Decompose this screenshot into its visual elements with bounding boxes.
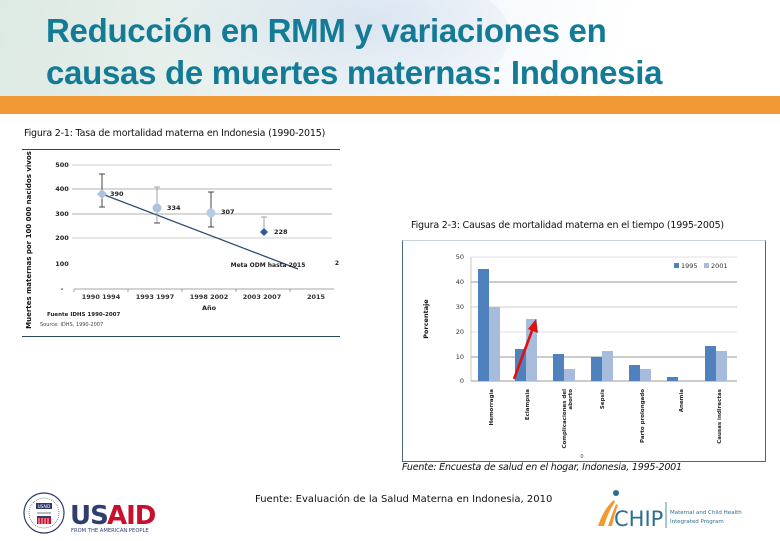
y-tick-labels: 50 40 30 20 10 0 bbox=[456, 253, 464, 385]
svg-text:Anemia: Anemia bbox=[679, 389, 685, 413]
svg-text:500: 500 bbox=[55, 161, 69, 169]
footer-source: Fuente: Evaluación de la Salud Materna e… bbox=[255, 494, 553, 505]
svg-text:aborto: aborto bbox=[568, 389, 574, 410]
svg-text:0: 0 bbox=[580, 454, 583, 460]
svg-text:Integrated Program: Integrated Program bbox=[670, 519, 724, 525]
svg-text:307: 307 bbox=[221, 208, 235, 216]
svg-text:400: 400 bbox=[55, 185, 69, 193]
svg-text:AID: AID bbox=[107, 501, 156, 531]
svg-text:1998 2002: 1998 2002 bbox=[190, 293, 228, 301]
mchip-figure-icon: CHIP Maternal and Child Health Integrate… bbox=[598, 490, 742, 531]
svg-text:2003 2007: 2003 2007 bbox=[243, 293, 281, 301]
title-line-1: Reducción en RMM y variaciones en bbox=[46, 12, 607, 49]
source-note: Fuente IDHS 1990-2007 bbox=[47, 312, 120, 318]
svg-text:228: 228 bbox=[274, 228, 288, 236]
bars-2001 bbox=[489, 307, 727, 381]
svg-text:10: 10 bbox=[456, 353, 464, 361]
y-axis-title: Muertes maternas por 100 000 nacidos viv… bbox=[25, 151, 33, 329]
svg-text:20: 20 bbox=[456, 328, 464, 336]
svg-text:50: 50 bbox=[456, 253, 464, 261]
slide-title: Reducción en RMM y variaciones en causas… bbox=[46, 10, 766, 94]
mchip-logo: CHIP Maternal and Child Health Integrate… bbox=[594, 488, 764, 534]
svg-text:30: 30 bbox=[456, 303, 464, 311]
svg-text:2001: 2001 bbox=[711, 262, 728, 270]
figure1-caption: Figura 2-1: Tasa de mortalidad materna e… bbox=[24, 128, 326, 139]
svg-text:Sepsis: Sepsis bbox=[600, 388, 606, 409]
point-labels: 390 334 307 228 bbox=[110, 190, 288, 236]
title-line-2: causas de muertes maternas: Indonesia bbox=[46, 54, 663, 91]
svg-text:100: 100 bbox=[55, 260, 69, 268]
svg-text:Maternal and Child Health: Maternal and Child Health bbox=[670, 510, 742, 516]
svg-text:USAID: USAID bbox=[38, 504, 51, 509]
category-labels: Hemorragia Eclampsia Complicaciones del … bbox=[489, 388, 723, 448]
mmr-chart-svg: Muertes maternas por 100 000 nacidos viv… bbox=[25, 151, 339, 329]
svg-text:40: 40 bbox=[456, 278, 464, 286]
figure2-caption: Figura 2-3: Causas de mortalidad materna… bbox=[411, 220, 724, 231]
y-axis-title: Porcentaje bbox=[422, 299, 430, 339]
accent-bar bbox=[0, 96, 780, 114]
svg-text:-: - bbox=[61, 285, 64, 293]
svg-text:1995: 1995 bbox=[681, 262, 698, 270]
source-note-en: Source: IDHS, 1990-2007 bbox=[40, 322, 103, 328]
x-tick-labels: 1990 1994 1993 1997 1998 2002 2003 2007 … bbox=[82, 293, 326, 301]
svg-text:1990 1994: 1990 1994 bbox=[82, 293, 121, 301]
svg-text:2: 2 bbox=[335, 260, 339, 267]
svg-text:Complicaciones del: Complicaciones del bbox=[562, 389, 568, 449]
bars-1995 bbox=[478, 269, 716, 381]
x-axis-title: Año bbox=[202, 304, 217, 312]
svg-text:US: US bbox=[70, 501, 108, 531]
svg-text:334: 334 bbox=[167, 204, 181, 212]
svg-text:Eclampsia: Eclampsia bbox=[525, 389, 531, 420]
svg-text:Hemorragia: Hemorragia bbox=[489, 389, 495, 426]
svg-text:CHIP: CHIP bbox=[614, 507, 663, 531]
svg-text:Causas indirectas: Causas indirectas bbox=[717, 388, 723, 444]
data-points bbox=[97, 189, 268, 236]
svg-text:300: 300 bbox=[55, 210, 69, 218]
svg-text:0: 0 bbox=[460, 377, 464, 385]
red-arrow-annotation bbox=[512, 319, 538, 380]
causes-chart-svg: 50 40 30 20 10 0 Porcentaje 1995 2001 bbox=[422, 253, 737, 460]
usaid-seal-icon: USAID US AID FROM THE AMERICAN PEOPLE bbox=[23, 492, 157, 534]
svg-text:Parto prolongado: Parto prolongado bbox=[640, 389, 646, 443]
causes-bar-chart: 50 40 30 20 10 0 Porcentaje 1995 2001 bbox=[402, 240, 766, 462]
svg-text:390: 390 bbox=[110, 190, 124, 198]
legend: 1995 2001 bbox=[674, 262, 728, 270]
usaid-tagline: FROM THE AMERICAN PEOPLE bbox=[71, 528, 149, 534]
trend-line bbox=[101, 193, 299, 270]
svg-text:200: 200 bbox=[55, 234, 69, 242]
mmr-trend-chart: Muertes maternas por 100 000 nacidos viv… bbox=[22, 149, 340, 337]
mdg-target-label: Meta ODM hasta 2015 bbox=[231, 262, 306, 269]
usaid-logo: USAID US AID FROM THE AMERICAN PEOPLE bbox=[20, 490, 180, 536]
svg-text:1993 1997: 1993 1997 bbox=[136, 293, 174, 301]
svg-text:2015: 2015 bbox=[307, 293, 326, 301]
y-tick-labels: 500 400 300 200 100 - bbox=[55, 161, 69, 293]
figure2-source: Fuente: Encuesta de salud en el hogar, I… bbox=[402, 462, 682, 473]
